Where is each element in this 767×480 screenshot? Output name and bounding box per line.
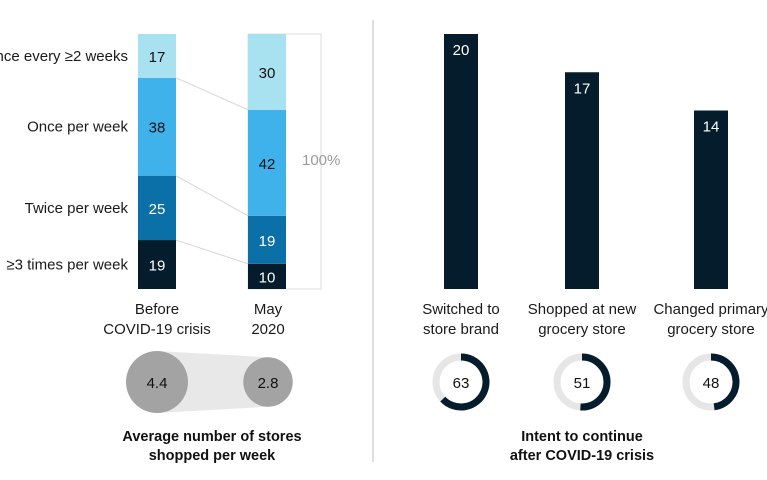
intent-bar-value: 17	[574, 80, 591, 97]
donut-value-label: 48	[703, 375, 720, 392]
intent-bar-category: Changed primary	[653, 301, 767, 318]
donut-value-label: 51	[574, 375, 591, 392]
intent-bar-category: Switched to	[422, 301, 500, 318]
stack-value-label: 17	[149, 49, 166, 66]
stack-value-label: 19	[259, 233, 276, 250]
donut-arc	[710, 353, 740, 411]
stack-value-label: 42	[259, 156, 276, 173]
donut-caption: after COVID-19 crisis	[510, 448, 654, 464]
intent-donuts: 63 51 48 Intent to continue after COVID-19 c…	[432, 353, 740, 464]
stacked-category-label: May	[254, 301, 283, 318]
frequency-label: Once every ≥2 weeks	[0, 48, 128, 65]
stack-segment-before-1	[138, 175, 176, 241]
bubble-caption: Average number of stores	[122, 429, 301, 445]
stacked-category-label: COVID-19 crisis	[103, 321, 211, 338]
donut-arc	[440, 353, 490, 411]
intent-bar-value: 20	[453, 42, 470, 59]
intent-bar	[444, 34, 478, 289]
intent-bar-category: grocery store	[667, 321, 755, 338]
frequency-label: Once per week	[27, 119, 128, 136]
stack-segment-before-0	[138, 240, 176, 289]
intent-bar-category: grocery store	[538, 321, 626, 338]
frequency-label: Twice per week	[25, 200, 129, 217]
stack-segment-may-3	[248, 34, 286, 110]
stack-value-label: 19	[149, 258, 166, 275]
stack-segment-may-0	[248, 263, 286, 289]
store-count-bubble	[243, 357, 293, 407]
stacked-category-labels: Before COVID-19 crisis May 2020	[103, 301, 284, 338]
intent-bar-category: Shopped at new	[528, 301, 637, 318]
store-count-bubble	[126, 351, 188, 413]
stack-segment-may-2	[248, 109, 286, 216]
bubble-connector	[157, 351, 268, 413]
stack-value-label: 38	[149, 120, 166, 137]
segment-connector	[175, 239, 249, 265]
intent-bar-chart: 20 17 14 Switched to store brand Shopped at n…	[422, 34, 767, 338]
intent-bar-category: store brand	[423, 321, 499, 338]
bubble-caption: shopped per week	[149, 448, 276, 464]
intent-bar	[565, 72, 599, 289]
stacked-category-label: 2020	[251, 321, 284, 338]
intent-bar	[694, 110, 728, 289]
frequency-labels: ≥3 times per week Twice per week Once per …	[0, 48, 128, 274]
total-label: 100%	[302, 152, 340, 169]
donut-arc	[580, 353, 611, 411]
stack-value-label: 25	[149, 201, 166, 218]
stack-segment-may-1	[248, 215, 286, 264]
stacked-bar-chart: 19 25 38 17 10 19 42 30 ≥3 times per week Twice …	[0, 33, 340, 338]
bubble-value-label: 2.8	[258, 375, 279, 392]
segment-connector	[175, 77, 249, 111]
donut-value-label: 63	[453, 375, 470, 392]
stack-value-label: 10	[259, 269, 276, 286]
stack-segment-before-2	[138, 77, 176, 176]
store-count-bubbles: 4.4 2.8 Average number of stores shopped pe…	[122, 351, 302, 464]
intent-bar-value: 14	[703, 119, 720, 136]
stack-value-label: 30	[259, 65, 276, 82]
segment-connector	[175, 175, 249, 217]
bubble-value-label: 4.4	[147, 375, 168, 392]
stacked-category-label: Before	[135, 301, 179, 318]
stacked-bars: 19 25 38 17 10 19 42 30	[138, 34, 286, 289]
segment-connectors	[175, 77, 249, 265]
donut-caption: Intent to continue	[521, 429, 643, 445]
stack-segment-before-3	[138, 34, 176, 78]
frequency-label: ≥3 times per week	[6, 257, 128, 274]
